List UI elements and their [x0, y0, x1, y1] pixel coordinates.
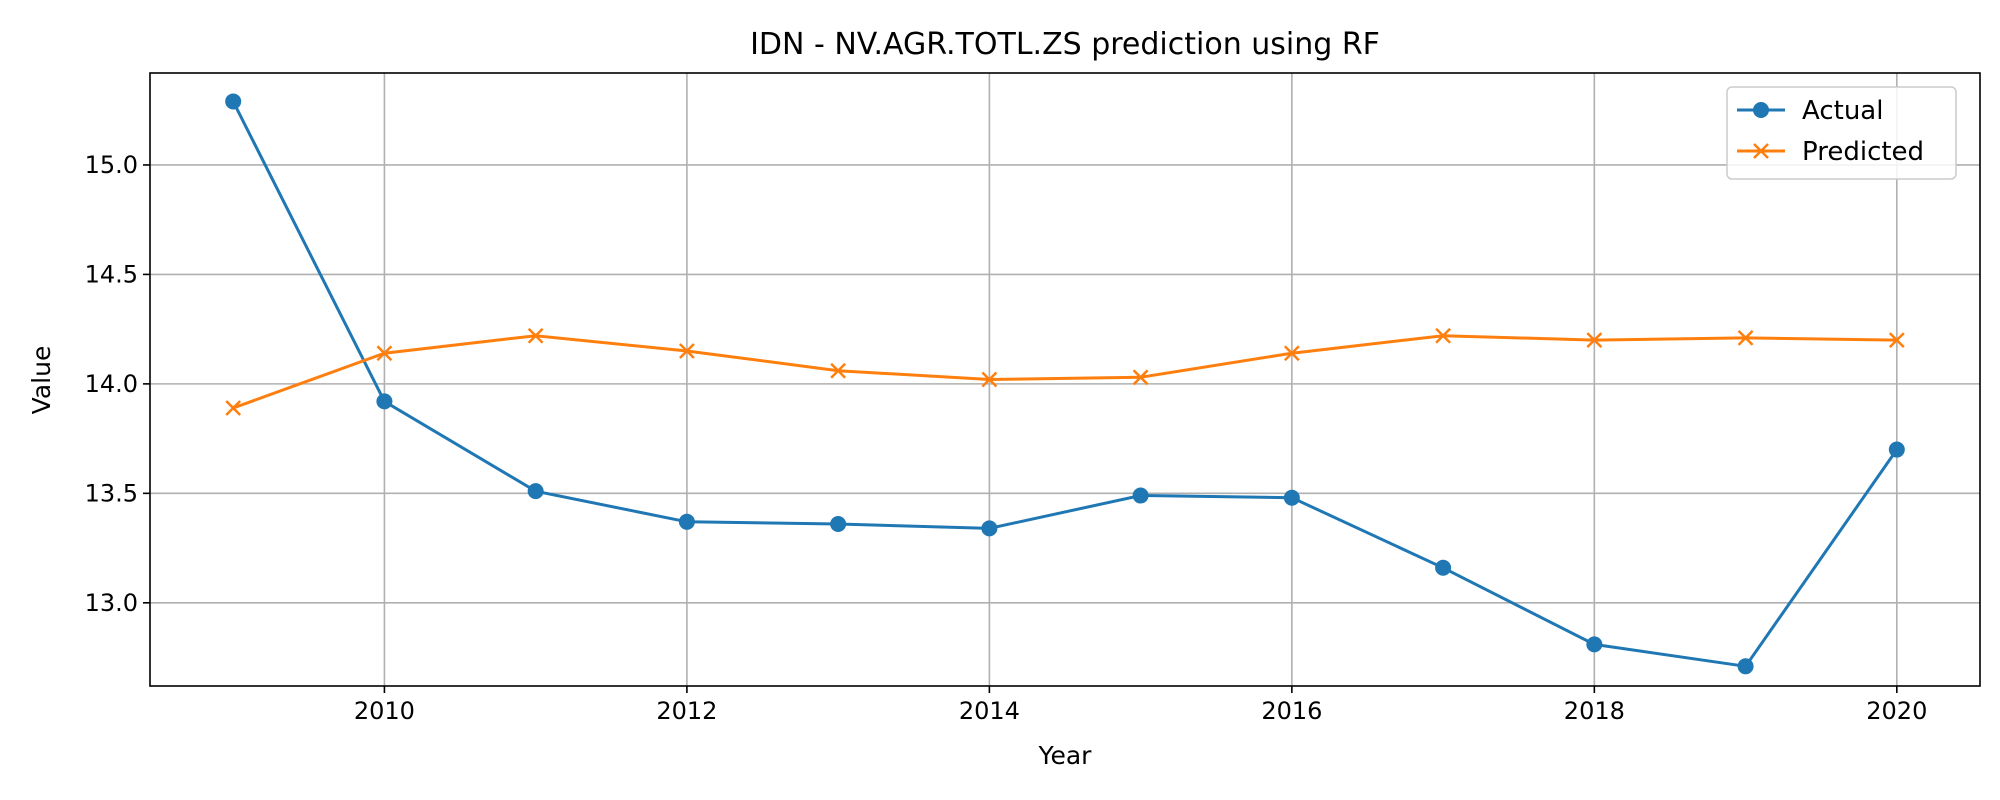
legend: Actual Predicted [1726, 86, 1957, 180]
data-point-predicted [679, 343, 695, 359]
plot-frame [149, 72, 1981, 687]
data-point-predicted [1586, 332, 1603, 348]
data-point-predicted [1435, 327, 1451, 344]
x-tick-label: 2016 [1261, 697, 1322, 725]
series-line-predicted [232, 334, 1897, 410]
axis-ticks: 2010 2012 2014 2016 2018 2020 13.0 13.5 14.0 14.5… [85, 151, 1928, 725]
data-point-predicted [1737, 330, 1754, 346]
data-point-actual [225, 93, 242, 110]
x-tick-label: 2014 [959, 697, 1020, 725]
y-tick-label: 13.5 [85, 479, 138, 507]
data-point-actual [981, 520, 998, 537]
data-point-predicted [1888, 332, 1905, 348]
data-point-actual [1888, 441, 1905, 458]
data-point-predicted [376, 345, 393, 362]
y-tick-label: 14.0 [85, 370, 138, 398]
data-point-actual [1283, 489, 1300, 506]
legend-label-actual: Actual [1802, 96, 1883, 126]
legend-marker-actual [1753, 102, 1769, 118]
series-predicted [225, 327, 1905, 416]
legend-label-predicted: Predicted [1802, 137, 1924, 167]
data-series [225, 93, 1905, 675]
data-point-actual [1435, 559, 1452, 576]
y-tick-label: 15.0 [85, 151, 138, 179]
data-point-predicted [1283, 345, 1300, 362]
data-point-actual [830, 515, 847, 532]
data-point-actual [1737, 658, 1754, 675]
x-tick-label: 2012 [656, 697, 717, 725]
data-point-predicted [1132, 369, 1149, 386]
data-point-predicted [225, 400, 242, 416]
data-point-actual [1586, 636, 1603, 653]
legend-marker-predicted [1753, 143, 1769, 159]
series-actual [225, 93, 1905, 675]
y-axis-label: Value [27, 346, 56, 415]
chart-title: IDN - NV.AGR.TOTL.ZS prediction using RF [750, 27, 1380, 62]
series-line-actual [231, 100, 1899, 668]
y-tick-label: 14.5 [85, 260, 138, 288]
data-point-actual [1132, 487, 1149, 504]
x-tick-label: 2018 [1564, 697, 1625, 725]
data-point-actual [527, 483, 544, 500]
data-point-actual [376, 393, 393, 410]
x-tick-label: 2020 [1866, 697, 1927, 725]
y-tick-label: 13.0 [85, 589, 138, 617]
data-point-predicted [527, 327, 544, 344]
data-point-predicted [830, 362, 847, 379]
x-tick-label: 2010 [354, 697, 415, 725]
data-point-actual [678, 513, 695, 530]
x-axis-label: Year [1038, 741, 1093, 770]
data-point-predicted [981, 371, 998, 388]
